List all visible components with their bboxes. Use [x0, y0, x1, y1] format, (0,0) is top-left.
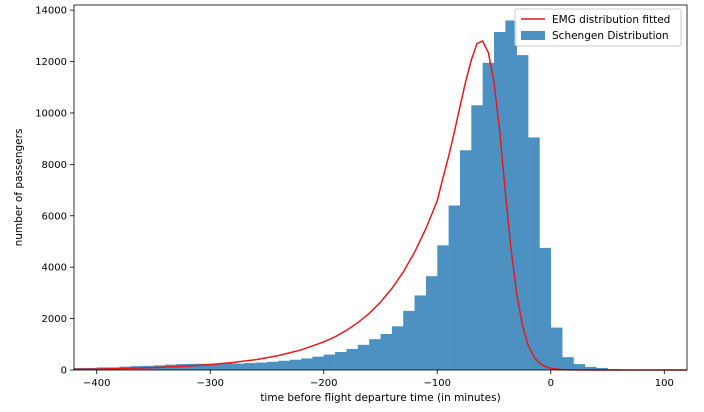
histogram-bar	[550, 327, 563, 370]
histogram-bar	[448, 205, 461, 370]
y-axis-label: number of passengers	[13, 129, 25, 247]
histogram-bar	[539, 247, 552, 370]
x-axis-ticks: −400 −300 −200 −100 0 100	[83, 370, 674, 389]
legend-bar-swatch	[521, 31, 545, 40]
histogram-bar	[335, 352, 347, 370]
histogram-bars	[74, 20, 688, 371]
histogram-bar	[198, 363, 211, 370]
histogram-bar	[425, 276, 438, 370]
x-tick-label: −200	[310, 378, 337, 389]
histogram-bar	[369, 339, 381, 370]
y-tick-label: 6000	[42, 211, 67, 222]
y-tick-label: 0	[61, 366, 67, 377]
histogram-bar	[221, 363, 234, 370]
histogram-bar	[414, 295, 427, 370]
histogram-bar	[278, 360, 290, 370]
histogram-bar	[403, 310, 415, 370]
y-tick-label: 2000	[42, 314, 67, 325]
histogram-bar	[210, 363, 222, 370]
legend-box	[514, 8, 682, 47]
histogram-bar	[301, 358, 313, 370]
histogram-bar	[289, 359, 302, 370]
legend-label-emg: EMG distribution fitted	[552, 14, 670, 26]
histogram-bar	[584, 366, 597, 370]
legend: EMG distribution fitted Schengen Distrib…	[514, 8, 682, 47]
histogram-bar	[357, 344, 370, 370]
legend-label-schengen: Schengen Distribution	[552, 30, 669, 42]
histogram-bar	[471, 105, 483, 371]
histogram-bar	[232, 363, 245, 370]
histogram-bar	[562, 357, 574, 370]
y-tick-label: 14000	[35, 6, 67, 17]
histogram-bar	[437, 245, 449, 370]
histogram-bar	[255, 362, 268, 370]
histogram-bar	[244, 363, 256, 370]
histogram-bar	[346, 348, 359, 370]
histogram-bar	[505, 20, 518, 370]
histogram-bar	[323, 354, 336, 370]
y-tick-label: 8000	[42, 160, 67, 171]
x-tick-label: −400	[83, 378, 110, 389]
histogram-bar	[391, 326, 404, 370]
x-axis-label: time before flight departure time (in mi…	[260, 392, 500, 404]
histogram-bar	[516, 55, 529, 371]
histogram-bar	[187, 363, 200, 370]
emg-fit-line	[73, 40, 687, 371]
y-tick-label: 4000	[42, 263, 67, 274]
histogram-bar	[528, 137, 540, 370]
y-tick-label: 10000	[35, 108, 67, 119]
x-tick-label: 0	[548, 378, 554, 389]
x-tick-label: −100	[424, 378, 451, 389]
histogram-bar	[482, 62, 495, 371]
histogram-bar	[380, 334, 393, 370]
histogram-bar	[596, 367, 608, 370]
x-tick-label: −300	[196, 378, 223, 389]
y-tick-label: 12000	[35, 57, 67, 68]
histogram-bar	[459, 150, 472, 370]
x-tick-label: 100	[655, 378, 674, 389]
histogram-bar	[494, 31, 506, 370]
fitted-curve-layer	[73, 40, 687, 371]
histogram-bar	[266, 361, 279, 370]
y-axis-ticks: 0 2000 4000 6000 8000 10000 12000 14000	[35, 6, 74, 377]
plot-frame	[73, 4, 688, 371]
histogram-bar	[312, 356, 325, 370]
histogram-bar	[573, 364, 586, 370]
